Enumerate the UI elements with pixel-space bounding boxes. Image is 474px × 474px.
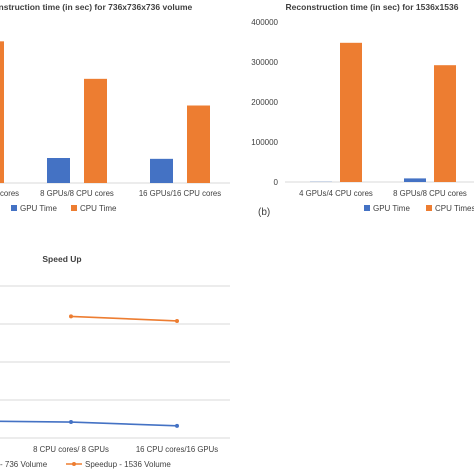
category-label: 16 GPUs/16 CPU cores <box>139 189 221 198</box>
category-label: 8 CPU cores/ 8 GPUs <box>33 445 109 454</box>
legend: GPU Time CPU Time <box>11 204 117 213</box>
chart-title: Reconstruction time (in sec) for 736x736… <box>0 2 193 12</box>
legend-swatch-cpu <box>426 205 432 211</box>
bars <box>310 42 456 182</box>
bar-gpu <box>150 158 173 183</box>
series-lines <box>0 314 179 428</box>
bar-cpu <box>434 65 456 182</box>
chart-1536-bar: Reconstruction time (in sec) for 1536x15… <box>251 2 474 218</box>
legend-label-736: - 736 Volume <box>0 460 48 469</box>
legend-label-cpu: CPU Time <box>80 204 117 213</box>
legend-label-gpu: GPU Time <box>20 204 57 213</box>
bar-gpu <box>404 178 426 182</box>
gridlines <box>0 285 230 439</box>
panel-label: (b) <box>258 207 270 218</box>
category-label: 8 GPUs/8 CPU cores <box>40 189 114 198</box>
category-label: 16 CPU cores/16 GPUs <box>136 445 218 454</box>
bar-cpu <box>0 41 4 184</box>
legend: GPU Time CPU Times <box>364 204 474 213</box>
chart-title: Speed Up <box>42 254 81 264</box>
data-point <box>175 318 179 323</box>
data-point <box>69 314 73 319</box>
category-label: cores <box>0 189 19 198</box>
y-tick-label: 200000 <box>251 98 278 107</box>
y-tick-label: 300000 <box>251 58 278 67</box>
data-point <box>69 420 73 425</box>
y-tick-label: 0 <box>274 178 279 187</box>
series-line <box>70 315 178 322</box>
bar-cpu <box>187 105 210 183</box>
chart-title: Reconstruction time (in sec) for 1536x15… <box>286 2 459 12</box>
category-label: 4 GPUs/4 CPU cores <box>299 189 373 198</box>
category-label: 8 GPUs/8 CPU cores <box>393 189 467 198</box>
y-tick-label: 400000 <box>251 18 278 27</box>
legend-marker-1536 <box>72 462 76 466</box>
chart-speedup-line: Speed Up 8 CPU cores/ 8 GPUs 16 CPU core… <box>0 254 230 469</box>
series-line <box>0 420 178 427</box>
bar-cpu <box>340 42 362 182</box>
y-ticks: 0 100000 200000 300000 400000 <box>251 18 278 187</box>
legend-label-1536: Speedup - 1536 Volume <box>85 460 171 469</box>
bar-cpu <box>84 78 107 183</box>
bar-gpu <box>47 158 70 183</box>
legend-swatch-gpu <box>364 205 370 211</box>
bars <box>0 41 210 184</box>
legend-label-cpu: CPU Times <box>435 204 474 213</box>
legend: - 736 Volume Speedup - 1536 Volume <box>0 460 171 469</box>
y-tick-label: 100000 <box>251 138 278 147</box>
legend-swatch-cpu <box>71 205 77 211</box>
chart-736-bar: Reconstruction time (in sec) for 736x736… <box>0 2 230 213</box>
data-point <box>175 423 179 428</box>
legend-label-gpu: GPU Time <box>373 204 410 213</box>
legend-swatch-gpu <box>11 205 17 211</box>
